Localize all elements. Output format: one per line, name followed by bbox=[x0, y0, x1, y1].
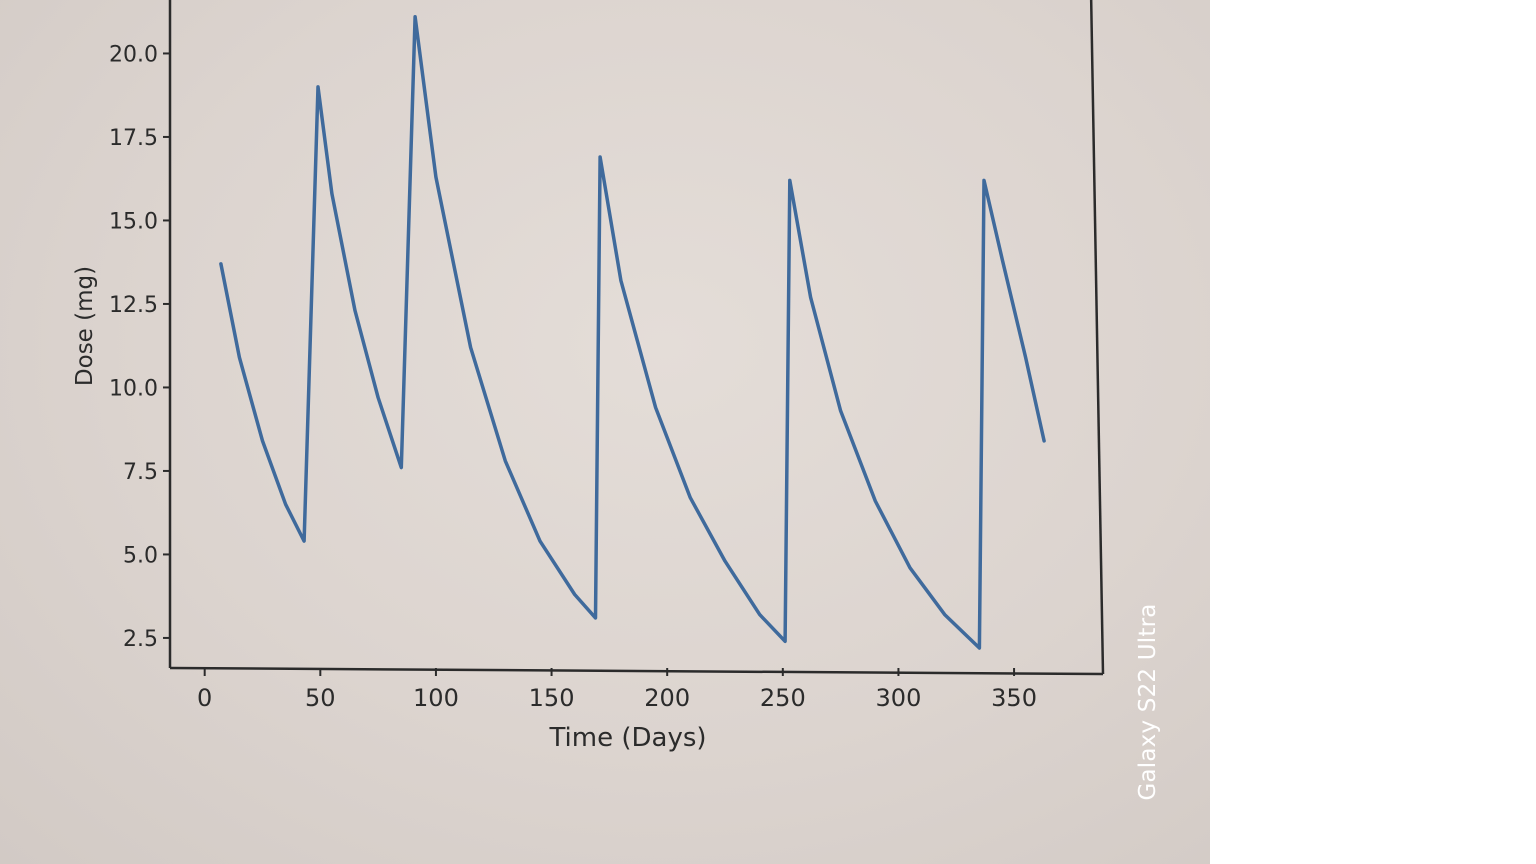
x-axis: 0 50 100 150 200 250 300 350 bbox=[197, 668, 1037, 712]
y-tick-label: 2.5 bbox=[123, 627, 158, 652]
y-axis: 2.5 5.0 7.5 10.0 12.5 15.0 17.5 20.0 bbox=[109, 42, 170, 652]
photo-background: 2.5 5.0 7.5 10.0 12.5 15.0 17.5 20.0 0 50 100 150 2… bbox=[0, 0, 1210, 864]
y-axis-label: Dose (mg) bbox=[72, 266, 98, 386]
x-tick-label: 100 bbox=[413, 684, 459, 712]
series-line bbox=[219, 14, 1046, 650]
x-axis-label: Time (Days) bbox=[548, 723, 706, 753]
y-tick-label: 12.5 bbox=[109, 293, 158, 318]
x-tick-label: 50 bbox=[305, 684, 336, 712]
y-tick-label: 5.0 bbox=[123, 543, 158, 568]
y-tick-label: 7.5 bbox=[123, 460, 158, 485]
series-layer bbox=[219, 14, 1046, 650]
x-tick-label: 200 bbox=[644, 684, 690, 712]
bottom-spine bbox=[169, 666, 1104, 676]
x-tick-label: 300 bbox=[876, 684, 922, 712]
x-tick-label: 250 bbox=[760, 684, 806, 712]
dose-chart: 2.5 5.0 7.5 10.0 12.5 15.0 17.5 20.0 0 50 100 150 2… bbox=[72, 0, 1105, 753]
y-tick-label: 20.0 bbox=[109, 42, 158, 67]
y-tick-label: 17.5 bbox=[109, 126, 158, 151]
y-tick-label: 15.0 bbox=[109, 209, 158, 234]
x-tick-label: 150 bbox=[529, 684, 575, 712]
y-tick-label: 10.0 bbox=[109, 376, 158, 401]
x-tick-label: 0 bbox=[197, 684, 212, 712]
x-tick-label: 350 bbox=[991, 684, 1037, 712]
camera-watermark: Galaxy S22 Ultra bbox=[1135, 603, 1161, 801]
right-spine bbox=[1089, 0, 1105, 675]
